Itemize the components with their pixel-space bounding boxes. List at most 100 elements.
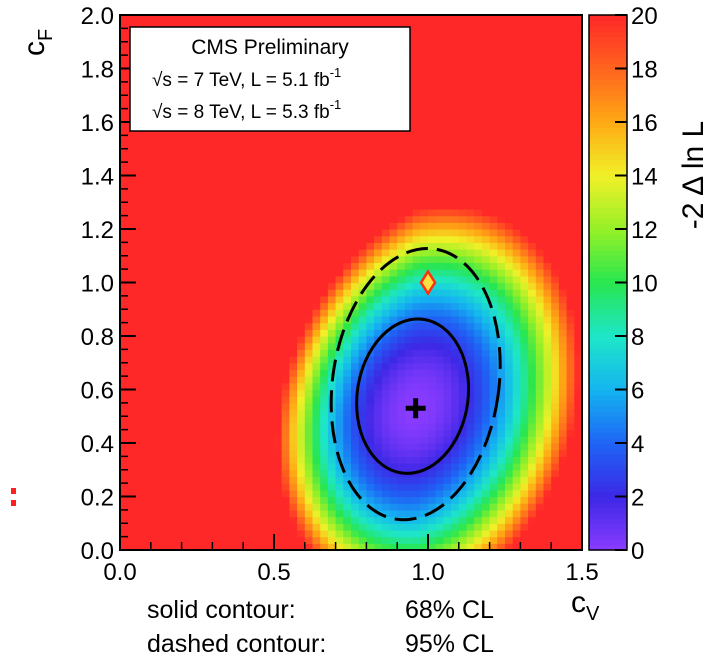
heatmap-cell (389, 195, 398, 203)
heatmap-cell (566, 202, 575, 210)
heatmap-cell (397, 289, 406, 297)
heatmap-cell (181, 21, 190, 29)
heatmap-cell (320, 329, 329, 337)
heatmap-cell (489, 229, 498, 237)
heatmap-cell (505, 503, 514, 511)
heatmap-cell (420, 295, 429, 304)
heatmap-cell (320, 336, 329, 344)
heatmap-cell (543, 443, 552, 451)
heatmap-cell (505, 249, 514, 257)
heatmap-cell (181, 128, 190, 136)
heatmap-cell (212, 342, 221, 350)
heatmap-cell (289, 489, 298, 498)
heatmap-cell (304, 483, 314, 491)
heatmap-cell (443, 503, 452, 511)
heatmap-cell (412, 476, 421, 484)
heatmap-cell (274, 422, 283, 431)
heatmap-cell (166, 135, 175, 143)
heatmap-cell (412, 389, 421, 397)
colorbar-segment (589, 25, 627, 32)
heatmap-cell (189, 422, 198, 431)
heatmap-cell (212, 329, 221, 337)
heatmap-cell (204, 543, 213, 551)
heatmap-cell (250, 469, 260, 478)
heatmap-cell (551, 376, 560, 384)
heatmap-cell (451, 182, 460, 190)
heatmap-cell (551, 315, 560, 324)
heatmap-cell (451, 122, 460, 130)
heatmap-cell (304, 523, 314, 531)
heatmap-cell (281, 389, 290, 397)
heatmap-cell (497, 148, 506, 157)
heatmap-cell (212, 476, 221, 484)
heatmap-cell (266, 516, 275, 524)
heatmap-cell (481, 215, 491, 223)
heatmap-cell (173, 476, 183, 484)
heatmap-cell (528, 88, 537, 96)
heatmap-cell (458, 295, 468, 304)
heatmap-cell (451, 68, 460, 76)
heatmap-cell (135, 289, 144, 297)
heatmap-cell (489, 255, 498, 264)
heatmap-cell (351, 409, 360, 417)
heatmap-cell (173, 175, 183, 183)
heatmap-cell (150, 476, 160, 484)
heatmap-cell (127, 396, 136, 404)
heatmap-cell (474, 148, 483, 157)
heatmap-cell (358, 188, 367, 197)
heatmap-cell (189, 162, 198, 170)
heatmap-cell (381, 336, 391, 344)
heatmap-cell (566, 369, 575, 377)
heatmap-cell (289, 529, 298, 538)
heatmap-cell (505, 416, 514, 424)
heatmap-cell (250, 302, 260, 310)
heatmap-cell (135, 215, 144, 223)
heatmap-cell (374, 188, 383, 197)
heatmap-cell (474, 396, 483, 404)
y-tick-label: 0.4 (81, 431, 114, 458)
heatmap-cell (235, 282, 244, 290)
heatmap-cell (127, 443, 136, 451)
heatmap-cell (512, 509, 521, 518)
heatmap-cell (374, 21, 383, 29)
heatmap-cell (281, 255, 290, 264)
heatmap-cell (381, 396, 391, 404)
heatmap-cell (320, 269, 329, 277)
heatmap-cell (558, 275, 568, 284)
heatmap-cell (428, 222, 437, 230)
heatmap-cell (520, 255, 529, 264)
heatmap-cell (143, 269, 152, 277)
heatmap-cell (227, 15, 237, 23)
y-tick-label: 1.8 (81, 57, 114, 84)
heatmap-cell (566, 168, 575, 177)
heatmap-cell (243, 496, 252, 504)
heatmap-cell (558, 449, 568, 457)
heatmap-cell (351, 275, 360, 284)
heatmap-cell (304, 342, 314, 350)
heatmap-cell (135, 262, 144, 270)
heatmap-cell (312, 289, 321, 297)
heatmap-cell (173, 315, 183, 324)
heatmap-cell (574, 382, 583, 391)
heatmap-cell (428, 215, 437, 223)
heatmap-cell (266, 483, 275, 491)
heatmap-cell (227, 249, 237, 257)
heatmap-cell (274, 202, 283, 210)
colorbar-segment (589, 287, 627, 294)
heatmap-cell (535, 329, 545, 337)
heatmap-cell (528, 509, 537, 518)
heatmap-cell (127, 202, 136, 210)
colorbar-segment (589, 89, 627, 96)
heatmap-cell (304, 208, 314, 217)
heatmap-cell (505, 148, 514, 157)
heatmap-cell (173, 242, 183, 250)
heatmap-cell (528, 295, 537, 304)
heatmap-cell (120, 175, 129, 183)
heatmap-cell (551, 215, 560, 223)
heatmap-cell (551, 329, 560, 337)
heatmap-cell (312, 429, 321, 437)
heatmap-cell (435, 81, 444, 90)
heatmap-cell (412, 282, 421, 290)
heatmap-cell (558, 489, 568, 498)
